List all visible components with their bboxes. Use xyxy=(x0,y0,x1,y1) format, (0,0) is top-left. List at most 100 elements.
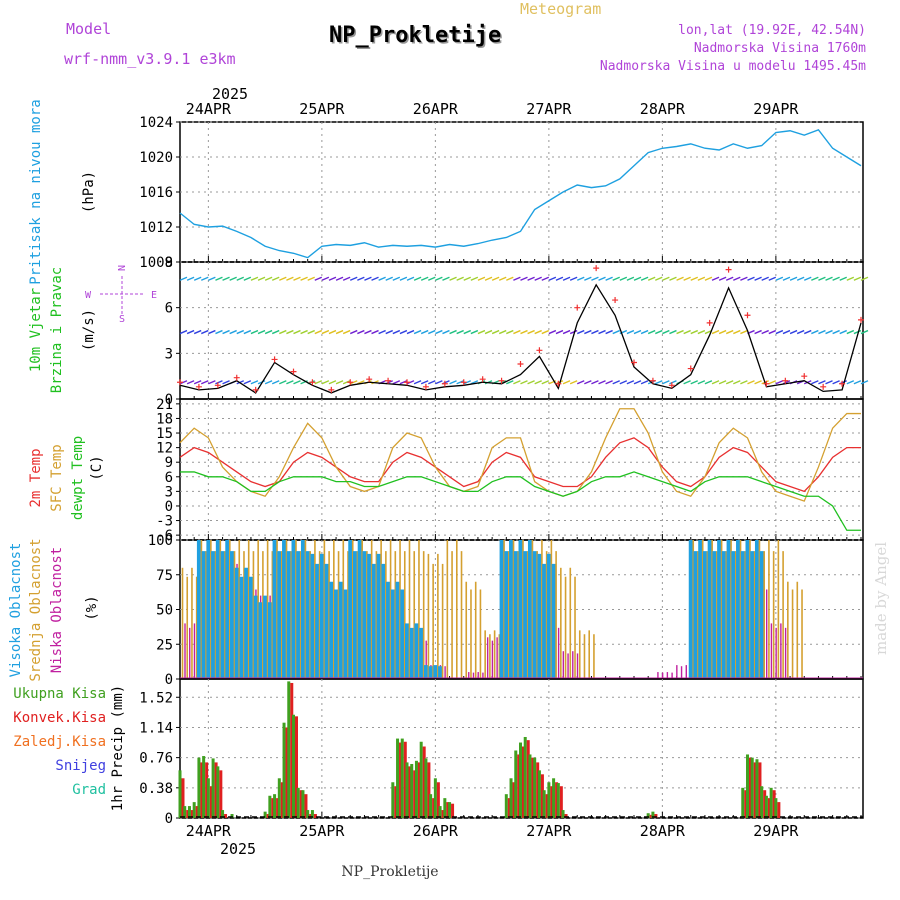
precip-total-bar xyxy=(755,759,759,818)
top-year-label: 2025 xyxy=(212,85,248,103)
precip-conv-bar xyxy=(531,757,535,818)
wind-barb xyxy=(669,329,677,335)
wind-barb xyxy=(399,380,408,385)
wind-barb xyxy=(676,276,684,281)
wind-barb xyxy=(711,276,720,281)
wind-barb xyxy=(201,276,209,281)
wind-barb xyxy=(640,276,649,281)
wind-barb xyxy=(420,329,429,335)
precip-conv-bar xyxy=(451,803,455,818)
wind-gust-mark xyxy=(517,360,524,367)
wind-barb xyxy=(520,380,528,385)
wind-barb xyxy=(796,276,805,281)
cloud-ytick-label: 100 xyxy=(148,533,173,549)
temp-ytick-label: -3 xyxy=(156,514,173,530)
wind-barb xyxy=(378,329,386,335)
temp-ylabel-sfc: SFC Temp xyxy=(49,444,65,511)
wind-barb xyxy=(619,276,628,281)
wind-barb xyxy=(349,329,358,335)
wind-barb xyxy=(740,276,748,281)
wind-barb xyxy=(520,329,528,335)
wind-barb xyxy=(307,329,315,335)
wind-barb xyxy=(591,329,599,335)
precip-conv-bar xyxy=(758,762,762,818)
wind-barb xyxy=(605,329,613,335)
wind-barb xyxy=(626,380,635,385)
wind-barb xyxy=(711,329,720,335)
wind-gust-mark xyxy=(668,382,675,389)
wind-barb xyxy=(498,329,507,335)
meteogram-label: Meteogram xyxy=(520,0,601,18)
temp-ytick-label: 15 xyxy=(156,426,173,442)
precip-total-bar xyxy=(419,741,423,818)
wind-barb xyxy=(456,380,464,385)
wind-barb xyxy=(335,276,344,281)
wind-barb xyxy=(506,329,514,335)
precip-conv-bar xyxy=(432,798,436,818)
wind-barb xyxy=(435,276,443,281)
wind-gust-mark xyxy=(858,316,864,323)
precip-conv-bar xyxy=(205,762,209,818)
wind-barb xyxy=(506,276,514,281)
wind-barb xyxy=(215,329,223,335)
precip-conv-bar xyxy=(313,814,317,818)
wind-barb xyxy=(222,380,230,385)
pressure-ylabel: Pritisak na nivou mora xyxy=(28,99,44,284)
precip-total-bar xyxy=(760,786,764,818)
precip-total-bar xyxy=(216,766,220,818)
wind-gust-mark xyxy=(612,297,619,304)
precip-conv-bar xyxy=(772,790,776,818)
wind-barb xyxy=(527,380,535,385)
precip-total-bar xyxy=(410,763,414,818)
precip-total-bar xyxy=(296,787,300,818)
wind-barb xyxy=(491,329,500,335)
wind-barb xyxy=(279,380,287,385)
precip-conv-bar xyxy=(403,741,407,818)
wind-barb xyxy=(321,380,330,385)
precip-total-bar xyxy=(438,806,442,818)
wind-gust-mark xyxy=(441,380,448,387)
wind-barb xyxy=(264,329,273,335)
wind-barb xyxy=(513,329,521,335)
bottom-day-label: 29APR xyxy=(753,822,799,840)
wind-barb xyxy=(846,276,855,281)
wind-barb xyxy=(718,276,727,281)
wind-barb xyxy=(399,276,408,281)
wind-barb xyxy=(413,276,422,281)
precip-conv-bar xyxy=(186,810,190,818)
wind-barb xyxy=(435,329,443,335)
wind-barb xyxy=(449,380,457,385)
wind-barb xyxy=(697,276,706,281)
wind-gust-mark xyxy=(782,377,789,384)
compass-north: N xyxy=(115,265,126,271)
wind-barb xyxy=(186,380,195,385)
wind-barb xyxy=(761,329,769,335)
wind-barb xyxy=(477,329,486,335)
precip-total-bar xyxy=(263,811,267,818)
wind-barb xyxy=(250,276,259,281)
wind-barb xyxy=(754,380,762,385)
wind-barb xyxy=(803,329,812,335)
wind-barb xyxy=(314,329,323,335)
precip-total-bar xyxy=(292,714,295,818)
wind-barb xyxy=(633,276,642,281)
wind-barb xyxy=(193,276,202,281)
precip-total-bar xyxy=(556,783,560,818)
pressure-line xyxy=(179,129,862,259)
wind-barb xyxy=(342,380,351,385)
cloud-ytick-label: 75 xyxy=(156,568,173,584)
top-day-label: 29APR xyxy=(753,100,799,118)
wind-barb xyxy=(371,329,379,335)
wind-barb xyxy=(598,380,606,385)
cloud-ylabel-mid: Srednja Oblacnost xyxy=(28,538,44,681)
top-day-label: 28APR xyxy=(640,100,686,118)
wind-gust-mark xyxy=(593,265,600,272)
pressure-ytick-label: 1008 xyxy=(139,255,173,271)
wind-barb xyxy=(513,380,521,385)
precip-conv-bar xyxy=(304,794,308,818)
wind-gust-mark xyxy=(385,377,392,384)
wind-barb xyxy=(186,329,195,335)
wind-barb xyxy=(413,329,422,335)
precip-total-bar xyxy=(197,757,201,818)
